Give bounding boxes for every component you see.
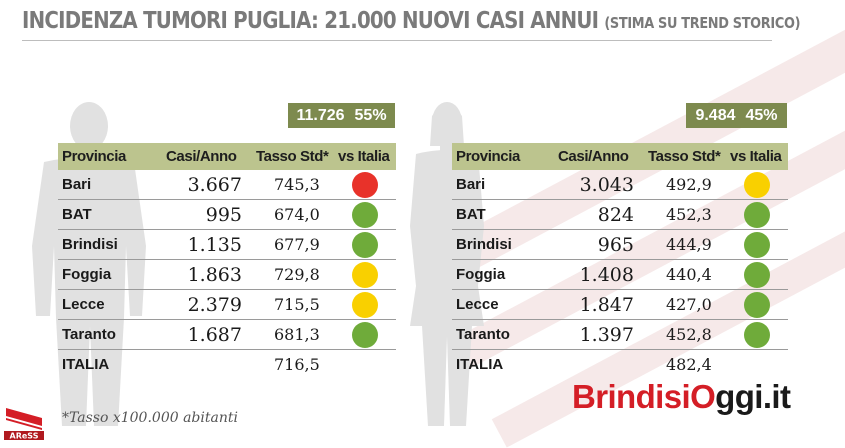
provincia-cell: BAT [58,199,162,230]
casi-cell: 3.667 [162,170,252,200]
tasso-cell: 452,3 [644,199,726,230]
tasso-cell: 482,4 [666,355,712,374]
tasso-cell: 444,9 [644,229,726,260]
casi-cell: 1.847 [554,289,644,320]
provincia-cell: ITALIA [456,356,504,373]
brand-part-1: Brindisi [572,378,691,415]
casi-cell: 3.043 [554,170,644,200]
tasso-cell: 681,3 [252,319,334,350]
tasso-cell: 492,9 [644,170,726,200]
provincia-cell: Brindisi [58,229,162,260]
status-indicator [352,261,378,288]
casi-cell: 1.687 [162,319,252,350]
casi-cell: 824 [554,199,644,230]
status-indicator [744,321,770,348]
column-header-vs-italia: vs Italia [334,143,396,170]
column-header-tasso: Tasso Std* [252,143,334,170]
table-row: Bari 3.043 492,9 [452,170,788,200]
table-header-row: Provincia Casi/Anno Tasso Std* vs Italia [58,143,396,170]
column-header-tasso: Tasso Std* [644,143,726,170]
casi-cell: 1.135 [162,229,252,260]
casi-cell: 1.408 [554,259,644,290]
status-indicator [352,171,378,198]
tasso-cell: 677,9 [252,229,334,260]
brindisioggi-logo: BrindisiOggi.it [572,378,791,416]
italia-row: ITALIA 716,5 [58,350,396,380]
table-row: Lecce 2.379 715,5 [58,289,396,320]
tasso-cell: 427,0 [644,289,726,320]
casi-cell: 995 [162,199,252,230]
provincia-cell: Bari [452,170,554,200]
table-row: Foggia 1.863 729,8 [58,259,396,290]
casi-cell: 1.863 [162,259,252,290]
female-totals-badge: 9.484 45% [686,103,787,128]
provincia-cell: Foggia [58,259,162,290]
casi-cell: 2.379 [162,289,252,320]
title-divider [22,40,772,41]
female-share: 45% [745,107,778,124]
status-indicator [352,201,378,228]
table-header-row: Provincia Casi/Anno Tasso Std* vs Italia [452,143,788,170]
column-header-casi: Casi/Anno [554,143,644,170]
provincia-cell: Lecce [452,289,554,320]
male-incidence-table: Provincia Casi/Anno Tasso Std* vs Italia… [58,143,396,379]
status-indicator [744,201,770,228]
provincia-cell: Taranto [58,319,162,350]
male-totals-badge: 11.726 55% [288,103,395,128]
column-header-casi: Casi/Anno [162,143,252,170]
provincia-cell: Taranto [452,319,554,350]
footnote: *Tasso x100.000 abitanti [62,410,238,426]
provincia-cell: Foggia [452,259,554,290]
status-indicator [352,231,378,258]
aress-logo: AReSS [4,408,44,441]
male-total-cases: 11.726 [296,107,345,124]
table-row: Brindisi 965 444,9 [452,229,788,260]
column-header-provincia: Provincia [58,143,162,170]
provincia-cell: Lecce [58,289,162,320]
tasso-cell: 716,5 [274,355,320,374]
provincia-cell: Bari [58,170,162,200]
status-indicator [744,231,770,258]
table-row: Taranto 1.397 452,8 [452,319,788,350]
table-row: Bari 3.667 745,3 [58,170,396,200]
italia-row: ITALIA 482,4 [452,350,788,380]
casi-cell: 965 [554,229,644,260]
provincia-cell: BAT [452,199,554,230]
tasso-cell: 729,8 [252,259,334,290]
table-row: BAT 995 674,0 [58,199,396,230]
title-subtitle: (STIMA SU TREND STORICO) [604,14,801,32]
table-row: BAT 824 452,3 [452,199,788,230]
table-row: Foggia 1.408 440,4 [452,259,788,290]
male-share: 55% [354,107,387,124]
tasso-cell: 674,0 [252,199,334,230]
tasso-cell: 452,8 [644,319,726,350]
tasso-cell: 440,4 [644,259,726,290]
column-header-vs-italia: vs Italia [726,143,788,170]
provincia-cell: ITALIA [62,356,110,373]
table-row: Lecce 1.847 427,0 [452,289,788,320]
table-row: Brindisi 1.135 677,9 [58,229,396,260]
status-indicator [352,291,378,318]
brand-part-3: ggi.it [715,378,791,415]
tasso-cell: 745,3 [252,170,334,200]
provincia-cell: Brindisi [452,229,554,260]
table-row: Taranto 1.687 681,3 [58,319,396,350]
aress-logo-text: AReSS [10,432,39,441]
brand-part-2: O [690,378,716,415]
status-indicator [744,291,770,318]
tasso-cell: 715,5 [252,289,334,320]
casi-cell: 1.397 [554,319,644,350]
column-header-provincia: Provincia [452,143,554,170]
status-indicator [352,321,378,348]
status-indicator [744,261,770,288]
female-total-cases: 9.484 [695,107,736,124]
status-indicator [744,171,770,198]
title-main: INCIDENZA TUMORI PUGLIA: 21.000 NUOVI CA… [22,8,599,34]
female-incidence-table: Provincia Casi/Anno Tasso Std* vs Italia… [452,143,788,379]
page-title: INCIDENZA TUMORI PUGLIA: 21.000 NUOVI CA… [22,8,800,34]
